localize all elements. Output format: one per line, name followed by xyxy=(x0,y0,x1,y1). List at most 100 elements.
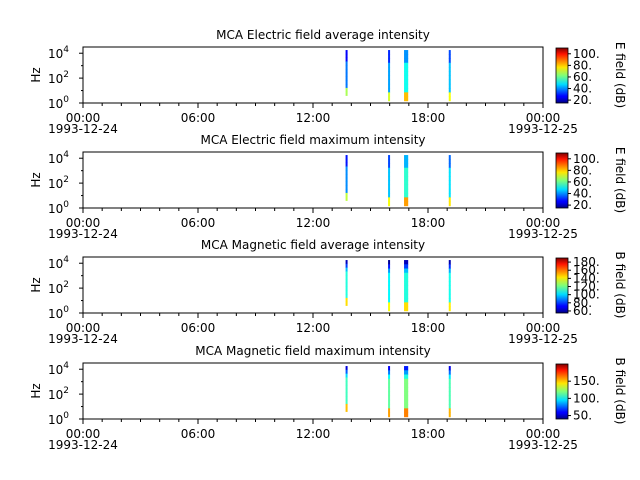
burst-cell xyxy=(388,180,391,186)
burst-cell xyxy=(388,302,391,307)
y-axis-label: Hz xyxy=(29,172,43,187)
burst-cell xyxy=(448,281,451,286)
spectrogram-panel: MCA Electric field maximum intensity 100 1… xyxy=(29,133,627,241)
burst-cell xyxy=(388,276,391,282)
burst-cell xyxy=(345,267,348,272)
burst-cell xyxy=(345,297,348,303)
x-tick-time: 00:00 xyxy=(526,321,561,335)
burst-cell xyxy=(404,289,409,295)
colorbar-tick-label: 80. xyxy=(573,296,592,310)
burst-cell xyxy=(345,369,348,375)
x-tick-time: 00:00 xyxy=(66,321,101,335)
burst-cell xyxy=(345,290,348,295)
burst-cell xyxy=(404,197,409,202)
x-tick-time: 00:00 xyxy=(66,427,101,441)
burst-cell xyxy=(404,188,409,194)
burst-cell xyxy=(388,54,391,59)
colorbar-tick-label: 60. xyxy=(573,70,592,84)
x-tick-time: 18:00 xyxy=(411,427,446,441)
colorbar-label: B field (dB) xyxy=(613,252,627,319)
burst-cell xyxy=(404,260,409,265)
y-axis-label: Hz xyxy=(29,277,43,292)
burst-cell xyxy=(404,412,409,418)
burst-cell xyxy=(448,83,451,89)
burst-cell xyxy=(448,260,451,265)
burst-cell xyxy=(448,75,451,81)
x-tick-time: 06:00 xyxy=(181,216,216,230)
burst-cell xyxy=(448,155,451,160)
burst-mark xyxy=(345,366,348,412)
burst-cell xyxy=(388,71,391,76)
burst-cell xyxy=(345,53,348,59)
burst-mark xyxy=(404,155,409,207)
x-tick-date: 1993-12-24 xyxy=(48,332,118,346)
burst-cell xyxy=(448,399,451,405)
colorbar-label: E field (dB) xyxy=(613,42,627,108)
burst-cell xyxy=(388,50,391,55)
burst-cell xyxy=(404,88,409,93)
burst-cell xyxy=(345,396,348,401)
burst-cell xyxy=(404,92,409,97)
burst-cell xyxy=(345,61,348,66)
burst-cell xyxy=(448,171,451,177)
burst-cell xyxy=(448,176,451,181)
colorbar-tick-label: 100. xyxy=(573,391,600,405)
burst-mark xyxy=(448,50,451,102)
burst-cell xyxy=(388,408,391,413)
burst-cell xyxy=(404,50,409,55)
burst-cell xyxy=(404,285,409,291)
burst-cell xyxy=(345,80,348,85)
x-tick-date: 1993-12-25 xyxy=(508,332,578,346)
x-tick-date: 1993-12-25 xyxy=(508,227,578,241)
burst-cell xyxy=(404,75,409,81)
burst-cell xyxy=(404,391,409,397)
colorbar-tick-label: 50. xyxy=(573,409,592,423)
burst-cell xyxy=(404,180,409,186)
burst-cell xyxy=(345,189,348,194)
burst-cell xyxy=(388,412,391,418)
burst-cell xyxy=(404,201,409,207)
burst-cell xyxy=(448,298,451,303)
burst-mark xyxy=(448,260,451,312)
burst-cell xyxy=(345,72,348,77)
burst-cell xyxy=(388,92,391,97)
colorbar-tick-label: 100. xyxy=(573,152,600,166)
burst-cell xyxy=(388,404,391,409)
burst-cell xyxy=(388,281,391,286)
x-tick-time: 06:00 xyxy=(181,427,216,441)
burst-cell xyxy=(404,66,409,72)
y-tick-label: 100 xyxy=(48,200,69,216)
burst-cell xyxy=(448,184,451,190)
burst-cell xyxy=(388,159,391,164)
burst-cell xyxy=(448,71,451,76)
burst-mark xyxy=(345,260,348,306)
burst-cell xyxy=(345,286,348,291)
burst-cell xyxy=(388,272,391,278)
burst-mark xyxy=(345,50,348,96)
burst-cell xyxy=(345,392,348,397)
burst-cell xyxy=(404,176,409,181)
x-tick-time: 18:00 xyxy=(411,321,446,335)
burst-cell xyxy=(388,399,391,405)
burst-cell xyxy=(388,298,391,303)
y-tick-label: 102 xyxy=(48,70,69,86)
burst-cell xyxy=(404,302,409,307)
x-tick-time: 12:00 xyxy=(296,111,331,125)
burst-cell xyxy=(345,384,348,390)
burst-cell xyxy=(345,87,348,93)
y-tick-label: 104 xyxy=(48,255,69,271)
burst-cell xyxy=(404,404,409,409)
colorbar-tick-label: 40. xyxy=(573,82,592,96)
burst-cell xyxy=(404,83,409,89)
panel-title: MCA Magnetic field average intensity xyxy=(201,238,425,252)
burst-cell xyxy=(388,193,391,198)
x-tick-time: 12:00 xyxy=(296,427,331,441)
colorbar xyxy=(555,363,569,420)
colorbar xyxy=(555,152,569,209)
burst-cell xyxy=(345,271,348,276)
colorbar xyxy=(555,47,569,104)
burst-cell xyxy=(448,50,451,55)
burst-cell xyxy=(345,170,348,175)
burst-cell xyxy=(448,302,451,307)
burst-cell xyxy=(404,167,409,173)
